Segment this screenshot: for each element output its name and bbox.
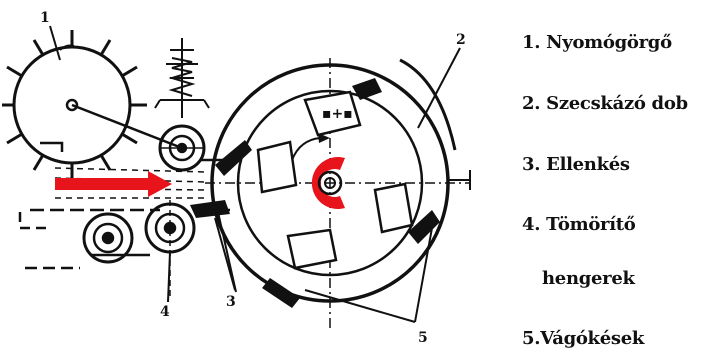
leader-lines	[49, 25, 461, 303]
svg-text:▪+▪: ▪+▪	[322, 106, 353, 122]
legend-item-counter-knife: 3. Ellenkés	[522, 154, 630, 175]
upper-feed-roller	[158, 124, 206, 172]
legend-item-rollers: hengerek	[542, 268, 635, 289]
legend-item-chopping-drum: 2. Szecskázó dob	[522, 93, 688, 114]
callout-4: 4	[160, 304, 170, 320]
callout-1: 1	[40, 10, 50, 26]
compacting-rollers	[82, 200, 196, 300]
legend-item-compacting: 4. Tömörítő	[522, 214, 636, 235]
callout-2: 2	[456, 32, 466, 48]
callout-5: 5	[418, 330, 428, 346]
pressure-roller	[2, 30, 183, 178]
drum-hub	[311, 157, 345, 209]
cutting-knives: ▪+▪	[215, 78, 440, 323]
legend: 1. Nyomógörgő 2. Szecskázó dob 3. Ellenk…	[522, 0, 726, 358]
callout-3: 3	[226, 294, 236, 310]
feed-direction-arrow	[55, 171, 172, 197]
legend-item-cutting-knives: 5.Vágókések	[522, 328, 645, 349]
counter-knife	[190, 200, 236, 291]
legend-item-pressure-roller: 1. Nyomógörgő	[522, 32, 672, 53]
tension-spring	[154, 38, 210, 118]
